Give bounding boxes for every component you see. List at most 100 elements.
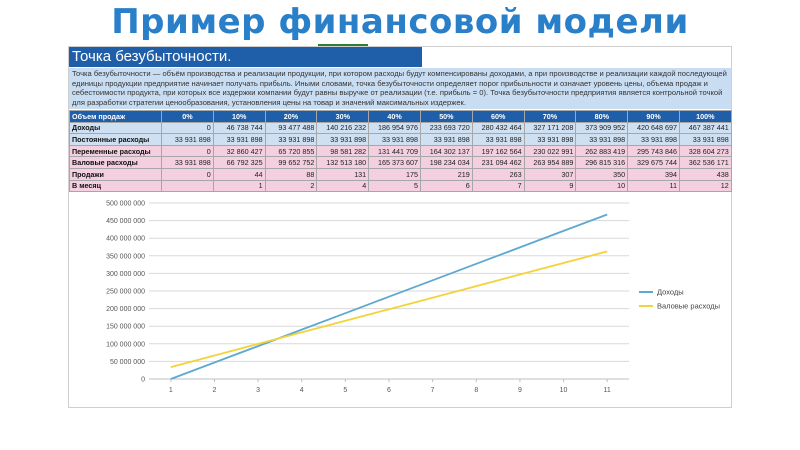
column-header: 10% [212,110,266,123]
table-cell: 33 931 898 [419,133,473,146]
table-cell: 296 815 316 [575,156,629,169]
y-tick-label: 200 000 000 [106,306,145,313]
table-cell: 0 [161,144,214,158]
table-header-row: Объем продаж 0% 10% 20% 30% 40% 50% 60% … [69,110,732,123]
spreadsheet-panel: Точка безубыточности. Точка безубыточнос… [68,46,732,408]
y-tick-label: 150 000 000 [106,324,145,331]
table-row: Переменные расходы 0 32 860 427 65 720 855 9… [69,144,732,158]
chart-area: 0 50 000 000 100 000 000 150 000 000 200 000… [69,197,731,407]
table-cell: 33 931 898 [368,133,421,146]
y-tick-label: 350 000 000 [106,253,145,260]
y-tick-label: 100 000 000 [106,341,145,348]
table-cell: 186 954 976 [368,121,421,135]
table-row: В месяц 1 2 4 5 6 7 9 10 11 12 [69,179,732,193]
table-cell: 33 931 898 [264,133,318,146]
table-cell: 46 738 744 [212,121,266,135]
table-cell: 0 [161,121,214,135]
table-cell: 164 302 137 [419,144,473,158]
row-label: В месяц [69,179,162,193]
x-tick-label: 4 [300,387,304,394]
row-label: Продажи [69,167,162,181]
legend-label: Валовые расходы [657,302,720,311]
column-header: 60% [471,110,525,123]
y-tick-label: 300 000 000 [106,271,145,278]
table-row: Постоянные расходы 33 931 898 33 931 898 33… [69,133,732,146]
y-tick-label: 500 000 000 [106,201,145,208]
table-cell [161,179,214,193]
table-cell: 394 [627,167,680,181]
table-cell: 420 648 697 [627,121,680,135]
table-cell: 2 [264,179,318,193]
x-tick-label: 8 [474,387,478,394]
table-cell: 33 931 898 [471,133,525,146]
table-cell: 165 373 607 [368,156,421,169]
y-tick-label: 450 000 000 [106,218,145,225]
row-label: Доходы [69,121,162,135]
table-cell: 327 171 208 [523,121,577,135]
table-cell: 0 [161,167,214,181]
table-cell: 307 [523,167,577,181]
table-cell: 33 931 898 [627,133,680,146]
table-cell: 33 931 898 [212,133,266,146]
x-tick-label: 5 [343,387,347,394]
column-header-label: Объем продаж [69,110,162,123]
y-tick-label: 400 000 000 [106,236,145,243]
table-cell: 4 [316,179,370,193]
x-tick-label: 11 [604,387,611,394]
x-tick-label: 6 [387,387,391,394]
table-cell: 33 931 898 [161,133,214,146]
table-cell: 33 931 898 [575,133,629,146]
column-header: 90% [627,110,680,123]
table-cell: 467 387 441 [678,121,732,135]
column-header: 20% [264,110,318,123]
table-cell: 88 [264,167,318,181]
table-cell: 32 860 427 [212,144,266,158]
table-cell: 263 954 889 [523,156,577,169]
table-cell: 33 931 898 [161,156,214,169]
slide-title: Пример финансовой модели [111,2,689,42]
table-row: Валовые расходы 33 931 898 66 792 325 99 65… [69,156,732,169]
table-cell: 7 [471,179,525,193]
series-line-0 [170,213,608,380]
column-header: 70% [523,110,577,123]
column-header: 0% [161,110,214,123]
description-text: Точка безубыточности — объём производств… [69,68,731,109]
table-cell: 6 [419,179,473,193]
breakeven-table: Объем продаж 0% 10% 20% 30% 40% 50% 60% … [69,110,732,193]
line-chart: 0 50 000 000 100 000 000 150 000 000 200 000… [106,201,720,395]
table-cell: 231 094 462 [471,156,525,169]
table-cell: 132 513 180 [316,156,370,169]
table-cell: 230 022 991 [523,144,577,158]
table-cell: 131 [316,167,370,181]
table-cell: 131 441 709 [368,144,421,158]
table-cell: 1 [212,179,266,193]
y-tick-label: 250 000 000 [106,289,145,296]
table-cell: 262 883 419 [575,144,629,158]
table-cell: 328 604 273 [678,144,732,158]
table-cell: 99 652 752 [264,156,318,169]
table-cell: 33 931 898 [678,133,732,146]
table-cell: 280 432 464 [471,121,525,135]
table-row: Продажи 0 44 88 131 175 219 263 307 350 394 438 [69,167,732,181]
series-line-1 [170,250,608,368]
table-cell: 329 675 744 [627,156,680,169]
column-header: 100% [678,110,732,123]
table-cell: 219 [419,167,473,181]
table-cell: 10 [575,179,629,193]
x-tick-label: 2 [213,387,217,394]
table-cell: 295 743 846 [627,144,680,158]
table-cell: 12 [678,179,732,193]
row-label: Переменные расходы [69,144,162,158]
legend-label: Доходы [657,288,684,297]
x-tick-label: 1 [169,387,173,394]
table-cell: 98 581 282 [316,144,370,158]
column-header: 80% [575,110,629,123]
table-row: Доходы 0 46 738 744 93 477 488 140 216 232 18… [69,121,732,135]
table-body: Доходы 0 46 738 744 93 477 488 140 216 232 18… [69,121,732,193]
column-header: 50% [419,110,473,123]
table-cell: 33 931 898 [523,133,577,146]
table-cell: 438 [678,167,732,181]
table-cell: 350 [575,167,629,181]
section-header: Точка безубыточности. [69,47,422,67]
table-cell: 9 [523,179,577,193]
